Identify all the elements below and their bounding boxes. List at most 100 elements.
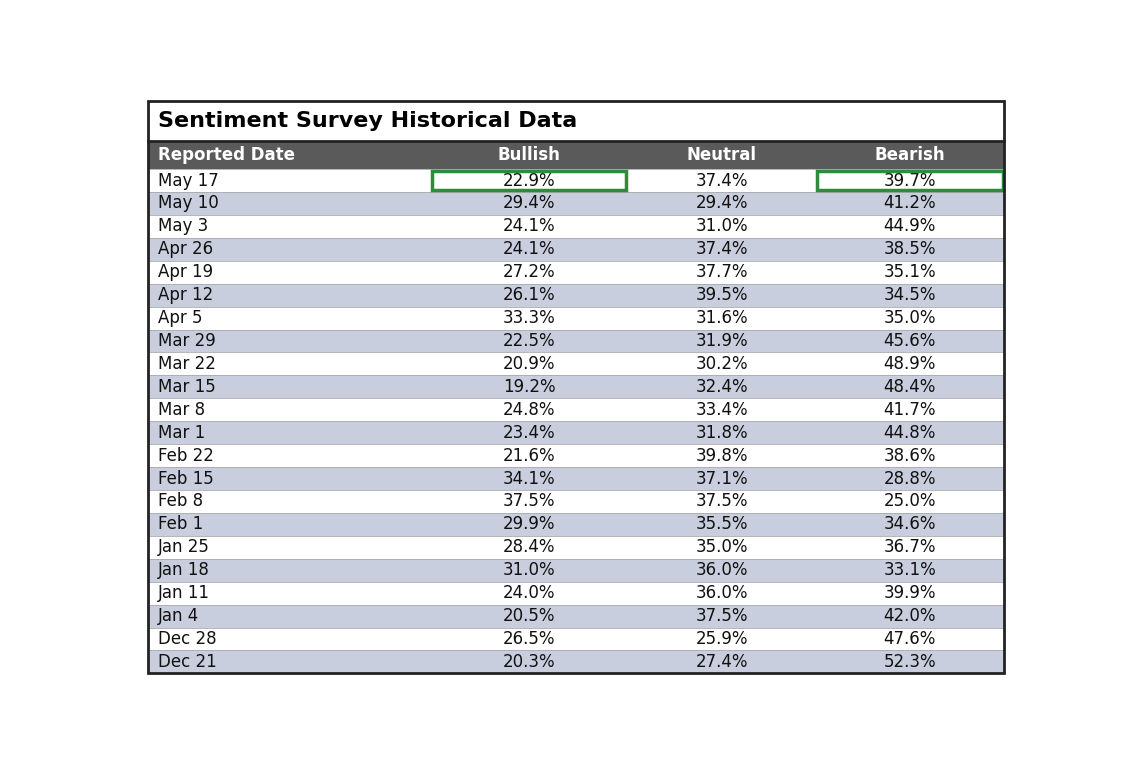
Text: 22.9%: 22.9% bbox=[502, 172, 555, 189]
Bar bbox=[148, 444, 1004, 467]
Text: Apr 19: Apr 19 bbox=[157, 263, 212, 281]
Text: 19.2%: 19.2% bbox=[502, 378, 555, 396]
Text: 29.4%: 29.4% bbox=[502, 194, 555, 212]
Bar bbox=[148, 353, 1004, 375]
Text: Bearish: Bearish bbox=[874, 146, 945, 164]
Text: May 17: May 17 bbox=[157, 172, 218, 189]
Text: 36.0%: 36.0% bbox=[696, 561, 747, 579]
Text: 24.8%: 24.8% bbox=[502, 400, 555, 419]
Bar bbox=[148, 421, 1004, 444]
Bar bbox=[148, 141, 1004, 169]
Text: 26.5%: 26.5% bbox=[502, 630, 555, 648]
Text: 39.5%: 39.5% bbox=[696, 286, 747, 304]
Text: 33.3%: 33.3% bbox=[502, 309, 555, 327]
Text: 44.8%: 44.8% bbox=[883, 423, 936, 442]
Text: 21.6%: 21.6% bbox=[502, 446, 555, 465]
Text: Feb 8: Feb 8 bbox=[157, 492, 202, 511]
Text: 22.5%: 22.5% bbox=[502, 332, 555, 350]
Bar bbox=[148, 307, 1004, 330]
Text: Dec 28: Dec 28 bbox=[157, 630, 216, 648]
Bar bbox=[148, 330, 1004, 353]
Text: 33.1%: 33.1% bbox=[883, 561, 936, 579]
Text: Jan 4: Jan 4 bbox=[157, 607, 199, 625]
Text: 25.0%: 25.0% bbox=[883, 492, 936, 511]
Text: 30.2%: 30.2% bbox=[695, 355, 747, 373]
Text: 31.9%: 31.9% bbox=[695, 332, 747, 350]
Bar bbox=[148, 559, 1004, 581]
Text: 34.6%: 34.6% bbox=[883, 515, 936, 533]
Text: Reported Date: Reported Date bbox=[157, 146, 294, 164]
Text: 34.5%: 34.5% bbox=[883, 286, 936, 304]
Text: Dec 21: Dec 21 bbox=[157, 653, 216, 671]
Text: 28.8%: 28.8% bbox=[883, 469, 936, 488]
Text: 35.0%: 35.0% bbox=[696, 538, 747, 556]
Bar bbox=[148, 536, 1004, 559]
Text: 45.6%: 45.6% bbox=[883, 332, 936, 350]
Text: Apr 26: Apr 26 bbox=[157, 240, 212, 258]
Bar bbox=[148, 581, 1004, 604]
Text: Jan 25: Jan 25 bbox=[157, 538, 209, 556]
Text: 24.0%: 24.0% bbox=[502, 584, 555, 602]
Text: Sentiment Survey Historical Data: Sentiment Survey Historical Data bbox=[157, 111, 577, 131]
Text: Mar 29: Mar 29 bbox=[157, 332, 216, 350]
Text: 28.4%: 28.4% bbox=[502, 538, 555, 556]
Text: 48.4%: 48.4% bbox=[883, 378, 936, 396]
Text: Feb 1: Feb 1 bbox=[157, 515, 202, 533]
Text: 37.5%: 37.5% bbox=[696, 492, 747, 511]
Text: 44.9%: 44.9% bbox=[883, 217, 936, 235]
Bar bbox=[817, 170, 1003, 190]
Text: 39.8%: 39.8% bbox=[696, 446, 747, 465]
Text: Mar 1: Mar 1 bbox=[157, 423, 205, 442]
Bar bbox=[432, 170, 626, 190]
Text: 31.6%: 31.6% bbox=[695, 309, 747, 327]
Text: 31.0%: 31.0% bbox=[695, 217, 747, 235]
Text: May 3: May 3 bbox=[157, 217, 208, 235]
Bar bbox=[148, 284, 1004, 307]
Text: 52.3%: 52.3% bbox=[883, 653, 936, 671]
Text: Bullish: Bullish bbox=[498, 146, 561, 164]
Bar bbox=[148, 215, 1004, 238]
Text: Apr 12: Apr 12 bbox=[157, 286, 212, 304]
Text: 31.0%: 31.0% bbox=[502, 561, 555, 579]
Text: 34.1%: 34.1% bbox=[502, 469, 555, 488]
Text: 36.0%: 36.0% bbox=[696, 584, 747, 602]
Text: 20.3%: 20.3% bbox=[502, 653, 555, 671]
Bar bbox=[148, 169, 1004, 192]
Text: 35.0%: 35.0% bbox=[883, 309, 936, 327]
Text: 41.7%: 41.7% bbox=[883, 400, 936, 419]
Bar bbox=[148, 467, 1004, 490]
Text: Feb 15: Feb 15 bbox=[157, 469, 214, 488]
Text: Mar 8: Mar 8 bbox=[157, 400, 205, 419]
Text: 20.9%: 20.9% bbox=[502, 355, 555, 373]
Text: 36.7%: 36.7% bbox=[883, 538, 936, 556]
Bar bbox=[148, 604, 1004, 627]
Text: Neutral: Neutral bbox=[687, 146, 756, 164]
Text: Jan 18: Jan 18 bbox=[157, 561, 209, 579]
Text: 37.4%: 37.4% bbox=[696, 240, 747, 258]
Text: 35.5%: 35.5% bbox=[696, 515, 747, 533]
Text: 39.9%: 39.9% bbox=[883, 584, 936, 602]
Text: May 10: May 10 bbox=[157, 194, 218, 212]
Text: 37.7%: 37.7% bbox=[696, 263, 747, 281]
Text: Apr 5: Apr 5 bbox=[157, 309, 202, 327]
Text: 20.5%: 20.5% bbox=[502, 607, 555, 625]
Text: 37.5%: 37.5% bbox=[696, 607, 747, 625]
Text: 27.4%: 27.4% bbox=[696, 653, 747, 671]
Text: 24.1%: 24.1% bbox=[502, 240, 555, 258]
Bar bbox=[148, 650, 1004, 673]
Bar bbox=[148, 192, 1004, 215]
Text: 26.1%: 26.1% bbox=[502, 286, 555, 304]
Bar bbox=[148, 101, 1004, 141]
Bar bbox=[148, 261, 1004, 284]
Text: 47.6%: 47.6% bbox=[883, 630, 936, 648]
Bar bbox=[148, 627, 1004, 650]
Text: 27.2%: 27.2% bbox=[502, 263, 555, 281]
Text: 29.4%: 29.4% bbox=[696, 194, 747, 212]
Text: Mar 22: Mar 22 bbox=[157, 355, 216, 373]
Text: 24.1%: 24.1% bbox=[502, 217, 555, 235]
Text: 39.7%: 39.7% bbox=[883, 172, 936, 189]
Text: 41.2%: 41.2% bbox=[883, 194, 936, 212]
Text: 38.6%: 38.6% bbox=[883, 446, 936, 465]
Bar bbox=[148, 398, 1004, 421]
Text: 32.4%: 32.4% bbox=[695, 378, 747, 396]
